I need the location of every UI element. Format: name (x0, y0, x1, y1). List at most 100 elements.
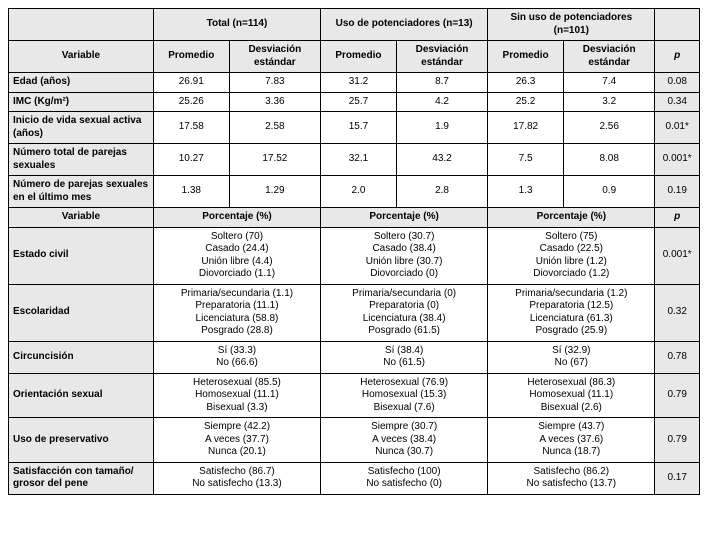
header-mean-with: Promedio (321, 41, 397, 73)
cell-with-sd: 2.8 (396, 176, 487, 208)
cell-p: 0.08 (655, 73, 700, 93)
cell-pct-total: Satisfecho (86.7) No satisfecho (13.3) (153, 462, 320, 494)
cell-without-sd: 3.2 (564, 92, 655, 112)
header-group-with: Uso de potenciadores (n=13) (321, 9, 488, 41)
header-p: p (655, 41, 700, 73)
cell-pct-with: Primaria/secundaria (0) Preparatoria (0)… (321, 284, 488, 341)
cell-total-sd: 7.83 (229, 73, 320, 93)
header-sd-with: Desviación estándar (396, 41, 487, 73)
header-mean-without: Promedio (488, 41, 564, 73)
cell-pct-total: Siempre (42.2) A veces (37.7) Nunca (20.… (153, 418, 320, 463)
row-label: Inicio de vida sexual activa (años) (9, 112, 154, 144)
cell-pct-with: Sí (38.4) No (61.5) (321, 341, 488, 373)
cell-without-mean: 1.3 (488, 176, 564, 208)
cell-total-mean: 25.26 (153, 92, 229, 112)
header-variable: Variable (9, 41, 154, 73)
cell-with-sd: 8.7 (396, 73, 487, 93)
cell-pct-without: Satisfecho (86.2) No satisfecho (13.7) (488, 462, 655, 494)
header-blank (9, 9, 154, 41)
cell-p: 0.17 (655, 462, 700, 494)
section-header-pct-with: Porcentaje (%) (321, 208, 488, 228)
section-header-pct-total: Porcentaje (%) (153, 208, 320, 228)
cell-total-sd: 17.52 (229, 144, 320, 176)
table-row: Orientación sexualHeterosexual (85.5) Ho… (9, 373, 700, 418)
table-row: Inicio de vida sexual activa (años)17.58… (9, 112, 700, 144)
cell-total-sd: 2.58 (229, 112, 320, 144)
cell-without-sd: 2.56 (564, 112, 655, 144)
cell-total-mean: 17.58 (153, 112, 229, 144)
header-blank-p (655, 9, 700, 41)
cell-p: 0.78 (655, 341, 700, 373)
cell-pct-total: Soltero (70) Casado (24.4) Unión libre (… (153, 227, 320, 284)
cell-with-mean: 31.2 (321, 73, 397, 93)
section-header-variable: Variable (9, 208, 154, 228)
cell-p: 0.79 (655, 373, 700, 418)
cell-pct-without: Primaria/secundaria (1.2) Preparatoria (… (488, 284, 655, 341)
cell-with-sd: 1.9 (396, 112, 487, 144)
cell-pct-without: Siempre (43.7) A veces (37.6) Nunca (18.… (488, 418, 655, 463)
cell-without-sd: 7.4 (564, 73, 655, 93)
cell-p: 0.19 (655, 176, 700, 208)
cell-p: 0.34 (655, 92, 700, 112)
cell-total-mean: 10.27 (153, 144, 229, 176)
table-body-categorical: Estado civilSoltero (70) Casado (24.4) U… (9, 227, 700, 494)
row-label: Escolaridad (9, 284, 154, 341)
cell-without-mean: 7.5 (488, 144, 564, 176)
table-row: Número total de parejas sexuales10.2717.… (9, 144, 700, 176)
cell-pct-with: Satisfecho (100) No satisfecho (0) (321, 462, 488, 494)
header-sd-without: Desviación estándar (564, 41, 655, 73)
row-label: IMC (Kg/m²) (9, 92, 154, 112)
cell-p: 0.79 (655, 418, 700, 463)
cell-total-mean: 26.91 (153, 73, 229, 93)
table-row: Edad (años)26.917.8331.28.726.37.40.08 (9, 73, 700, 93)
cell-total-sd: 1.29 (229, 176, 320, 208)
cell-total-mean: 1.38 (153, 176, 229, 208)
section-header-pct-without: Porcentaje (%) (488, 208, 655, 228)
table-row: CircuncisiónSí (33.3) No (66.6)Sí (38.4)… (9, 341, 700, 373)
section-header-p: p (655, 208, 700, 228)
cell-without-sd: 8.08 (564, 144, 655, 176)
table-row: Uso de preservativoSiempre (42.2) A vece… (9, 418, 700, 463)
table-body-numeric: Edad (años)26.917.8331.28.726.37.40.08IM… (9, 73, 700, 208)
table-row: Estado civilSoltero (70) Casado (24.4) U… (9, 227, 700, 284)
row-label: Edad (años) (9, 73, 154, 93)
row-label: Número total de parejas sexuales (9, 144, 154, 176)
cell-p: 0.001* (655, 144, 700, 176)
cell-with-mean: 15.7 (321, 112, 397, 144)
row-label: Número de parejas sexuales en el último … (9, 176, 154, 208)
table-row: Satisfacción con tamaño/ grosor del pene… (9, 462, 700, 494)
cell-pct-without: Heterosexual (86.3) Homosexual (11.1) Bi… (488, 373, 655, 418)
table-row: IMC (Kg/m²)25.263.3625.74.225.23.20.34 (9, 92, 700, 112)
cell-p: 0.32 (655, 284, 700, 341)
cell-pct-without: Sí (32.9) No (67) (488, 341, 655, 373)
cell-with-sd: 43.2 (396, 144, 487, 176)
cell-pct-total: Primaria/secundaria (1.1) Preparatoria (… (153, 284, 320, 341)
cell-pct-with: Siempre (30.7) A veces (38.4) Nunca (30.… (321, 418, 488, 463)
cell-pct-total: Heterosexual (85.5) Homosexual (11.1) Bi… (153, 373, 320, 418)
table-row: Número de parejas sexuales en el último … (9, 176, 700, 208)
row-label: Uso de preservativo (9, 418, 154, 463)
row-label: Satisfacción con tamaño/ grosor del pene (9, 462, 154, 494)
header-mean-total: Promedio (153, 41, 229, 73)
cell-with-mean: 2.0 (321, 176, 397, 208)
cell-with-mean: 25.7 (321, 92, 397, 112)
cell-pct-without: Soltero (75) Casado (22.5) Unión libre (… (488, 227, 655, 284)
cell-pct-with: Heterosexual (76.9) Homosexual (15.3) Bi… (321, 373, 488, 418)
data-table: Total (n=114) Uso de potenciadores (n=13… (8, 8, 700, 495)
cell-pct-total: Sí (33.3) No (66.6) (153, 341, 320, 373)
cell-without-sd: 0.9 (564, 176, 655, 208)
cell-pct-with: Soltero (30.7) Casado (38.4) Unión libre… (321, 227, 488, 284)
cell-with-sd: 4.2 (396, 92, 487, 112)
cell-p: 0.001* (655, 227, 700, 284)
header-group-total: Total (n=114) (153, 9, 320, 41)
header-group-without: Sin uso de potenciadores (n=101) (488, 9, 655, 41)
header-sd-total: Desviación estándar (229, 41, 320, 73)
cell-total-sd: 3.36 (229, 92, 320, 112)
row-label: Estado civil (9, 227, 154, 284)
cell-without-mean: 26.3 (488, 73, 564, 93)
row-label: Orientación sexual (9, 373, 154, 418)
cell-without-mean: 25.2 (488, 92, 564, 112)
row-label: Circuncisión (9, 341, 154, 373)
cell-p: 0.01* (655, 112, 700, 144)
cell-with-mean: 32.1 (321, 144, 397, 176)
